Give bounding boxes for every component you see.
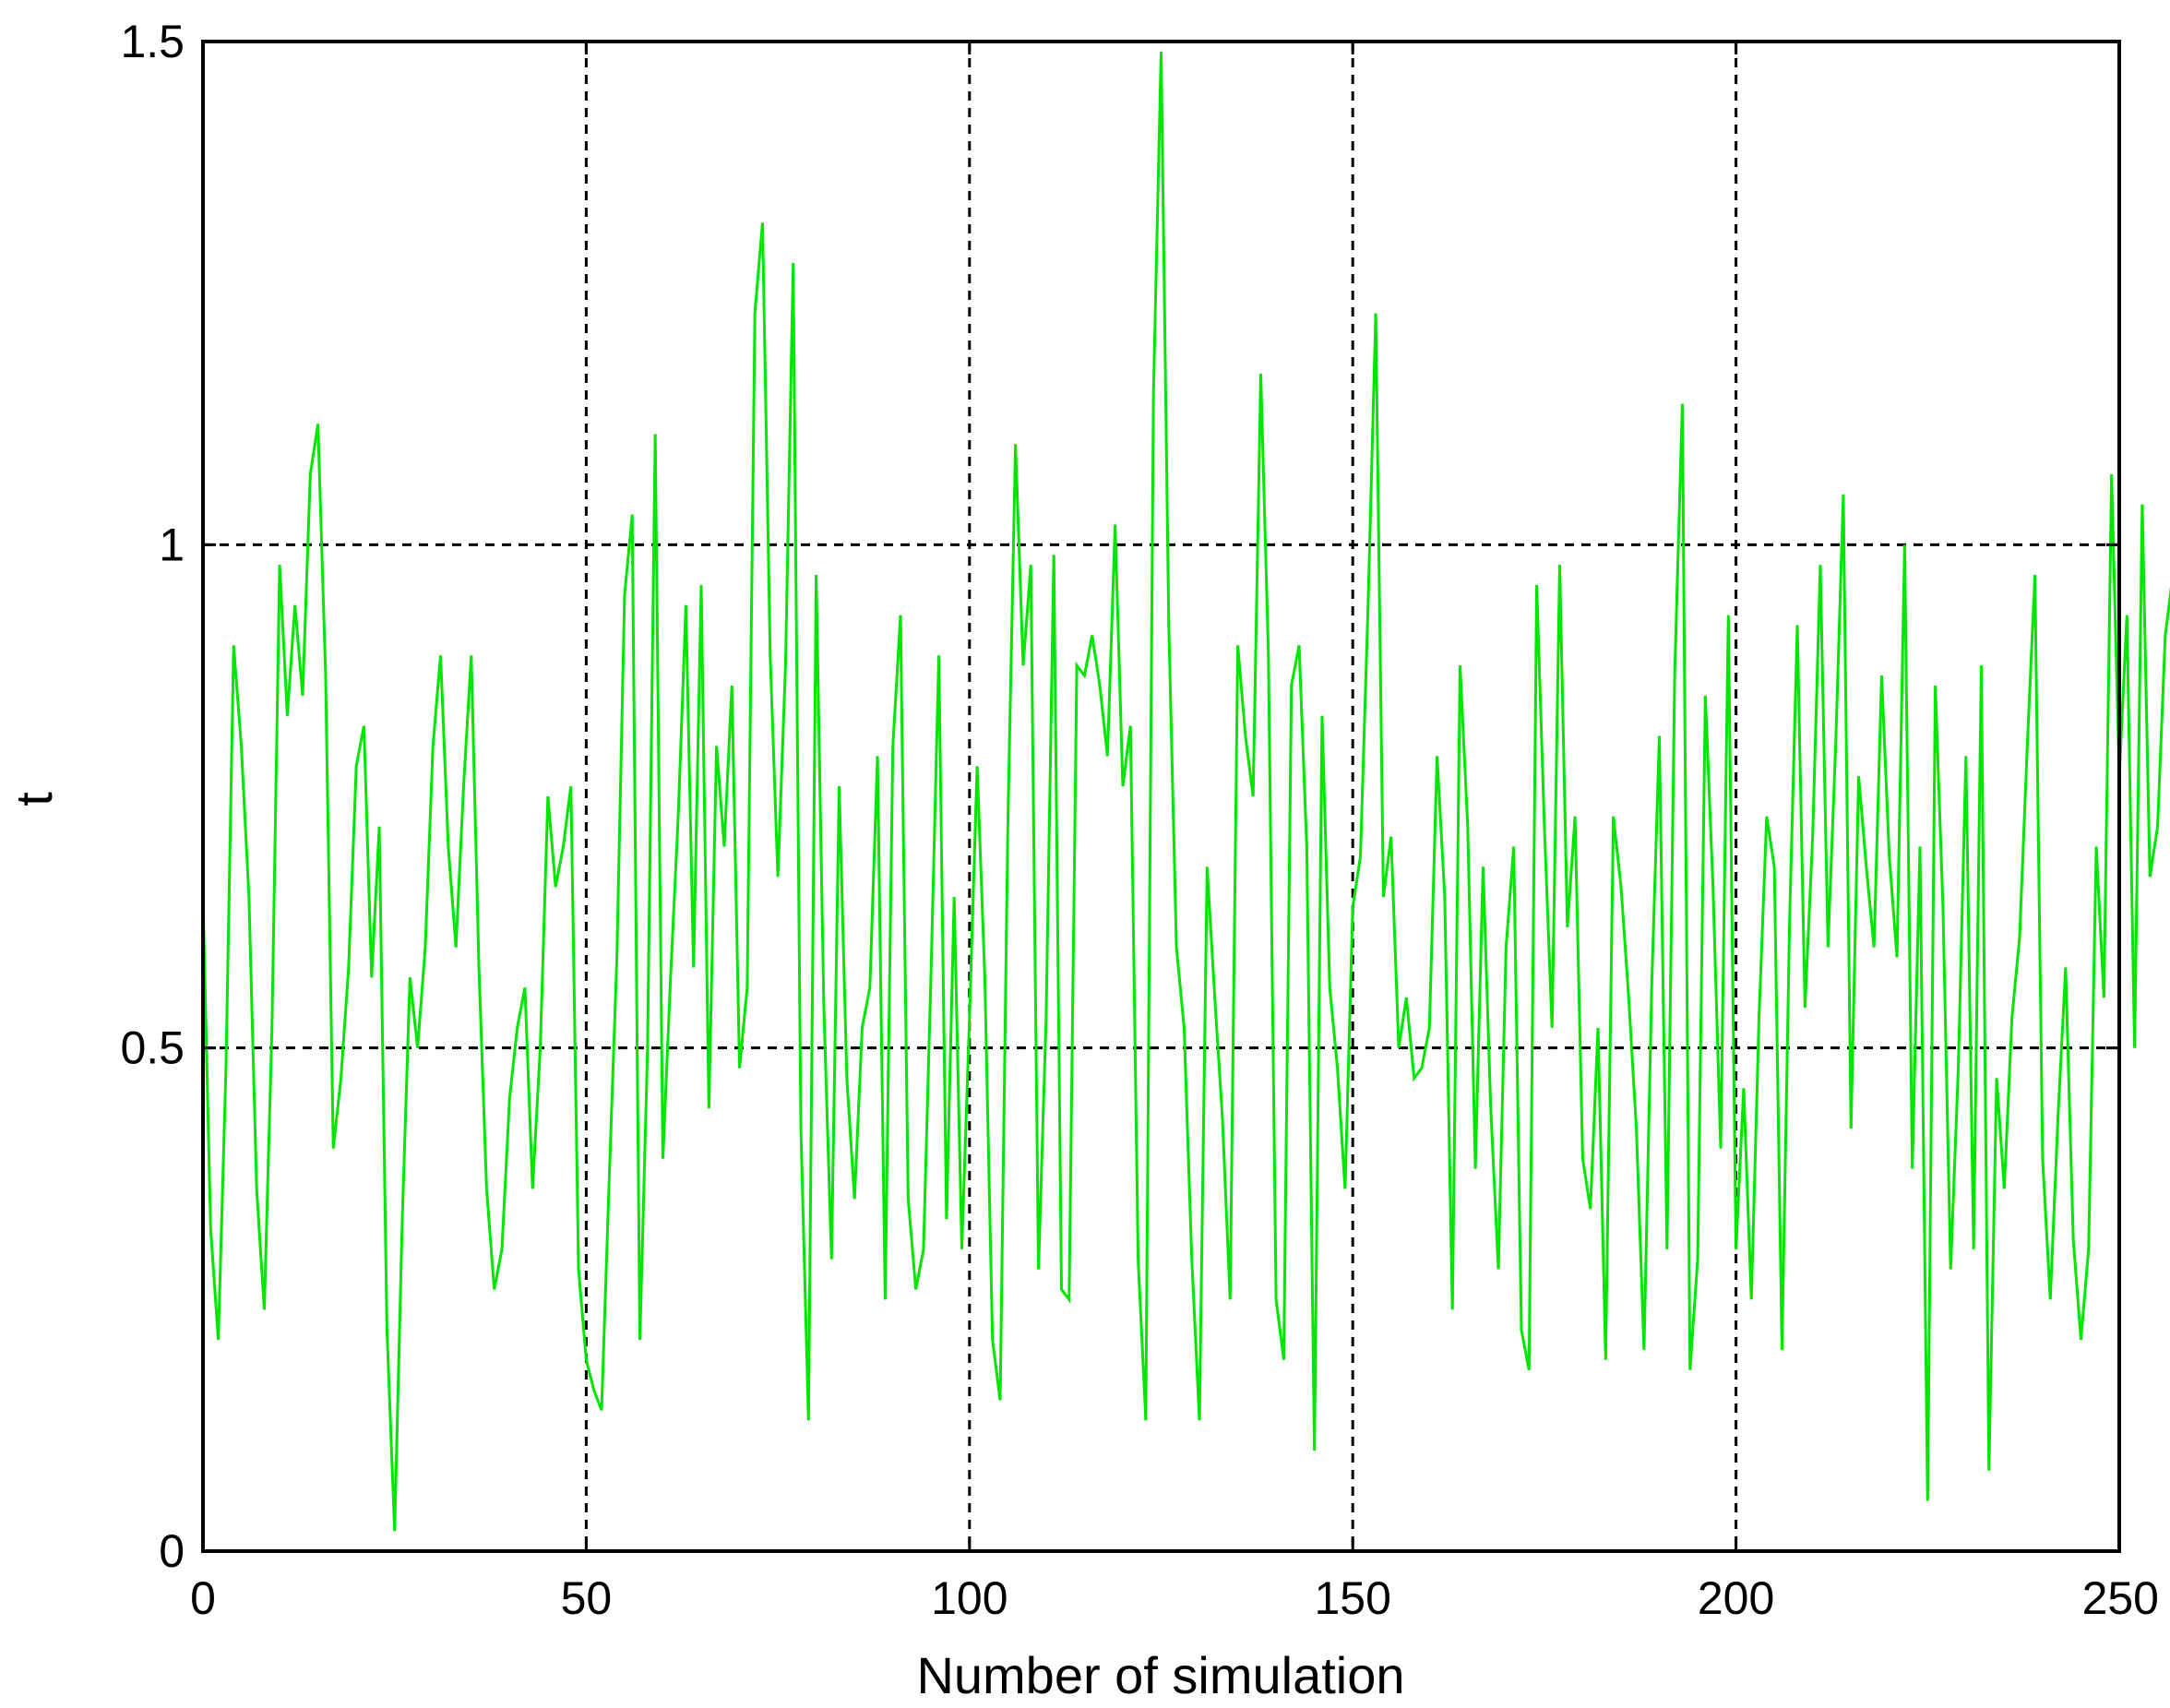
plot-frame bbox=[201, 40, 2121, 1553]
y-axis-title: t bbox=[5, 792, 63, 806]
x-tick-label: 150 bbox=[1314, 1572, 1390, 1624]
x-tick-label: 50 bbox=[561, 1572, 613, 1624]
x-tick-label: 100 bbox=[931, 1572, 1008, 1624]
tick-marks bbox=[201, 40, 2121, 1553]
grid-lines bbox=[203, 42, 2119, 1551]
x-tick-label: 0 bbox=[190, 1572, 216, 1624]
y-tick-label: 1 bbox=[159, 519, 185, 570]
x-tick-label: 200 bbox=[1698, 1572, 1774, 1624]
y-tick-label: 1.5 bbox=[120, 16, 185, 67]
data-series bbox=[201, 51, 2170, 1532]
x-tick-label: 250 bbox=[2082, 1572, 2159, 1624]
x-tick-labels: 0 50 100 150 200 250 bbox=[190, 1572, 2159, 1624]
y-tick-labels: 0 0.5 1 1.5 bbox=[120, 16, 185, 1577]
series-line-0 bbox=[201, 51, 2170, 1532]
y-tick-label: 0.5 bbox=[120, 1022, 185, 1074]
y-tick-label: 0 bbox=[159, 1525, 185, 1577]
x-axis-title: Number of simulation bbox=[916, 1646, 1404, 1704]
